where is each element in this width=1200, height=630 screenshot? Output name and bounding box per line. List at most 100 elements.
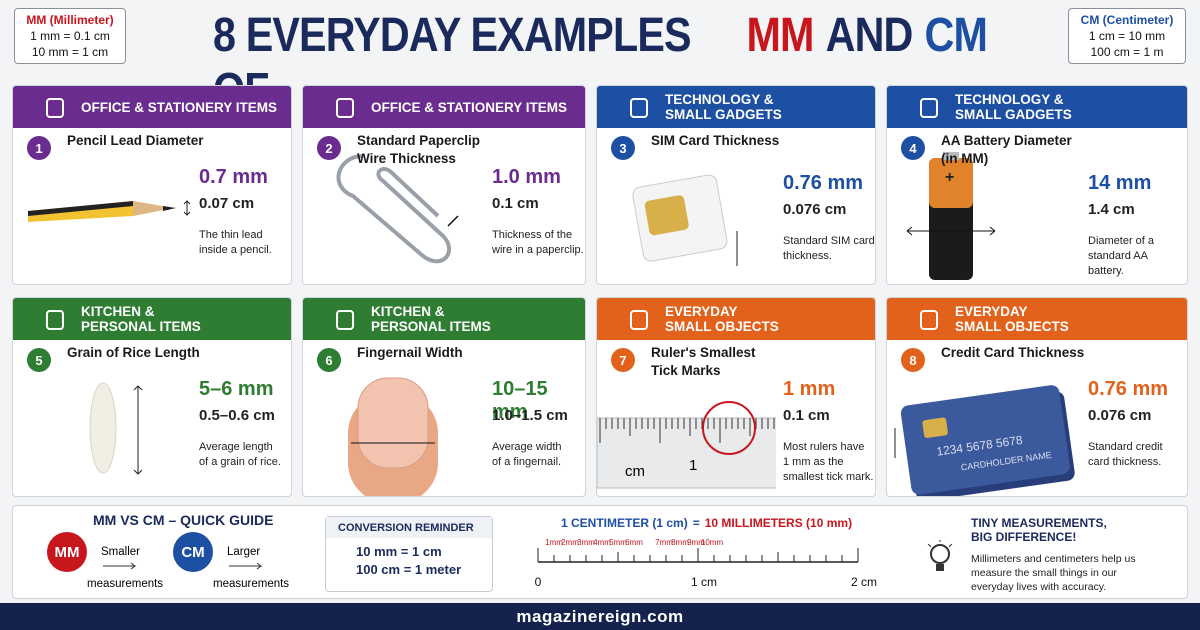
desc-line: Thickness of the bbox=[492, 229, 573, 241]
card: TECHNOLOGY & SMALL GADGETS 3 SIM Card Thick… bbox=[596, 85, 876, 285]
item-name: Ruler's Smallest Tick Marks bbox=[651, 344, 756, 380]
category: PERSONAL ITEMS bbox=[371, 319, 491, 334]
category: TECHNOLOGY & bbox=[665, 92, 774, 107]
description: Diameter of a standard AA battery. bbox=[1088, 234, 1154, 279]
illustration-part bbox=[163, 206, 176, 211]
illustration-part bbox=[28, 201, 133, 216]
name-line: (in MM) bbox=[941, 151, 989, 166]
cm-value: 0.07 cm bbox=[199, 195, 255, 212]
card: OFFICE & STATIONERY ITEMS 2 Standard Paper… bbox=[302, 85, 586, 285]
illustration-part bbox=[930, 544, 950, 564]
item-name: Grain of Rice Length bbox=[67, 344, 200, 362]
illustration-part bbox=[183, 200, 191, 216]
cm-label: 2 cm bbox=[851, 575, 877, 589]
category-icon bbox=[46, 98, 64, 118]
ruler-title-part: 10 MILLIMETERS (10 mm) bbox=[704, 516, 853, 530]
cm-label: 1 cm bbox=[691, 575, 717, 589]
desc-line: wire in a paperclip. bbox=[492, 244, 584, 256]
desc-line: smallest tick mark. bbox=[783, 471, 874, 483]
ruler-label: 1 bbox=[689, 457, 697, 474]
item-number: 8 bbox=[901, 348, 925, 372]
illustration-part bbox=[922, 417, 948, 438]
illustration: + bbox=[906, 152, 996, 280]
mm-label: 10mm bbox=[701, 538, 724, 547]
category-icon bbox=[920, 98, 938, 118]
mm-value: 14 mm bbox=[1088, 172, 1152, 194]
tip-text: Millimeters and centimeters help us measu… bbox=[971, 552, 1136, 594]
illustration-part bbox=[906, 226, 996, 236]
card: KITCHEN & PERSONAL ITEMS 5 Grain of Rice Le… bbox=[12, 297, 292, 497]
item-number: 6 bbox=[317, 348, 341, 372]
item-number: 1 bbox=[27, 136, 51, 160]
item-name: Credit Card Thickness bbox=[941, 344, 1084, 362]
card: EVERYDAY SMALL OBJECTS 1234 5678 5678 CARDH… bbox=[886, 297, 1188, 497]
name-line: Pencil Lead Diameter bbox=[67, 133, 204, 148]
card: OFFICE & STATIONERY ITEMS 1 Pencil Lead Di… bbox=[12, 85, 292, 285]
item-name: Fingernail Width bbox=[357, 344, 463, 362]
tip-line: everyday lives with accuracy. bbox=[971, 581, 1107, 593]
category-icon bbox=[630, 98, 648, 118]
name-line: Standard Paperclip bbox=[357, 133, 481, 148]
card-header: OFFICE & STATIONERY ITEMS bbox=[13, 86, 291, 128]
cm-value: 0.5–0.6 cm bbox=[199, 407, 275, 424]
arrow bbox=[229, 562, 263, 570]
desc-line: 1 mm as the bbox=[783, 456, 844, 468]
mm-label: 3mm bbox=[577, 538, 595, 547]
arrow bbox=[103, 562, 137, 570]
mm-value: 1.0 mm bbox=[492, 166, 561, 188]
illustration-part bbox=[927, 540, 953, 548]
card-header: OFFICE & STATIONERY ITEMS bbox=[303, 86, 585, 128]
mm-label: 1mm bbox=[545, 538, 563, 547]
guide-sub: measurements bbox=[213, 578, 290, 590]
cm-label: 0 bbox=[535, 575, 542, 589]
name-line: AA Battery Diameter bbox=[941, 133, 1072, 148]
item-name: Pencil Lead Diameter bbox=[67, 132, 204, 150]
box-line: 1 cm = 10 mm bbox=[1088, 29, 1166, 43]
box-line: 10 mm = 1 cm bbox=[31, 45, 109, 59]
mm-label: 8mm bbox=[671, 538, 689, 547]
item-name: SIM Card Thickness bbox=[651, 132, 779, 150]
illustration-part bbox=[229, 562, 263, 570]
illustration bbox=[89, 382, 143, 475]
mm-value: 0.76 mm bbox=[1088, 378, 1169, 400]
footer: magazinereign.com bbox=[0, 603, 1200, 630]
illustration: cm 1 bbox=[597, 401, 777, 489]
cm-box: CM (Centimeter) 1 cm = 10 mm 100 cm = 1 m bbox=[1068, 8, 1186, 64]
card-header: KITCHEN & PERSONAL ITEMS bbox=[13, 298, 291, 340]
desc-line: standard AA bbox=[1088, 250, 1148, 262]
card-header: KITCHEN & PERSONAL ITEMS bbox=[303, 298, 585, 340]
illustration-part bbox=[336, 310, 354, 330]
guide-sub: measurements bbox=[87, 578, 164, 590]
ruler-title-part: = bbox=[692, 516, 700, 530]
description: Most rulers have 1 mm as the smallest tick… bbox=[783, 440, 873, 485]
tip-title: TINY MEASUREMENTS, BIG DIFFERENCE! bbox=[971, 516, 1107, 544]
title-part: AND bbox=[825, 9, 914, 62]
category: OFFICE & STATIONERY ITEMS bbox=[81, 99, 278, 115]
category: KITCHEN & bbox=[81, 304, 155, 319]
illustration-part bbox=[630, 310, 648, 330]
tip-title-line: BIG DIFFERENCE! bbox=[971, 530, 1077, 544]
box-title: MM (Millimeter) bbox=[26, 13, 114, 27]
item-number: 2 bbox=[317, 136, 341, 160]
name-line: Wire Thickness bbox=[357, 151, 456, 166]
illustration-part bbox=[630, 98, 648, 118]
tip-line: Millimeters and centimeters help us bbox=[971, 553, 1136, 565]
desc-line: thickness. bbox=[783, 250, 832, 262]
cm-value: 0.1 cm bbox=[492, 195, 539, 212]
mm-box: MM (Millimeter) 1 mm = 0.1 cm 10 mm = 1 cm bbox=[14, 8, 126, 64]
box-title: CM (Centimeter) bbox=[1080, 13, 1174, 27]
illustration-part bbox=[597, 417, 777, 489]
item-name: Standard Paperclip Wire Thickness bbox=[357, 132, 480, 168]
guide-title: MM VS CM – QUICK GUIDE bbox=[93, 512, 274, 528]
illustration-part bbox=[920, 98, 938, 118]
category: PERSONAL ITEMS bbox=[81, 319, 201, 334]
badge: CM bbox=[173, 532, 213, 572]
category: SMALL GADGETS bbox=[955, 107, 1072, 122]
category-icon bbox=[336, 310, 354, 330]
illustration-part: + bbox=[945, 169, 954, 186]
ruler-label: cm bbox=[625, 463, 645, 480]
name-line: Fingernail Width bbox=[357, 345, 463, 360]
illustration-part bbox=[336, 154, 451, 264]
